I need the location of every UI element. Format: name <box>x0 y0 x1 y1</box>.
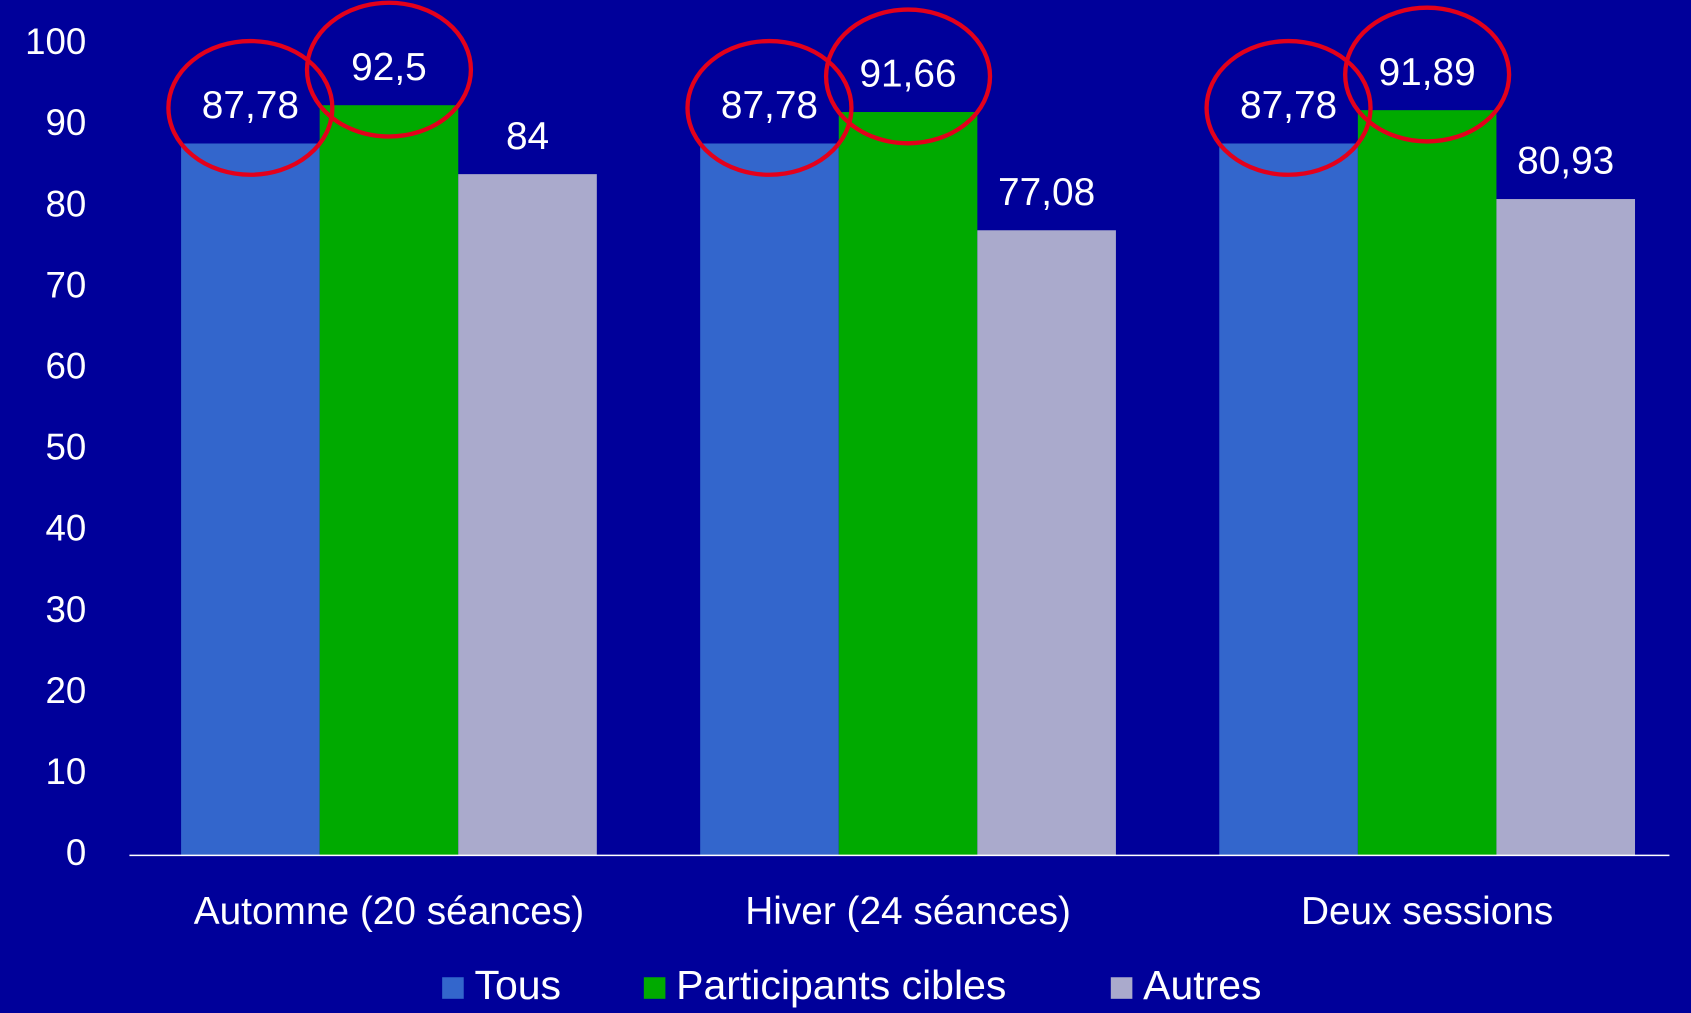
y-tick-label: 40 <box>45 508 86 549</box>
legend-swatch <box>1110 977 1133 999</box>
data-label: 87,78 <box>202 84 299 127</box>
y-tick-label: 60 <box>45 345 86 386</box>
highlight-circle <box>166 38 335 177</box>
highlight-circle <box>1204 38 1373 177</box>
y-tick-label: 100 <box>25 21 86 62</box>
legend-label: Autres <box>1143 962 1261 1008</box>
x-tick-label: Hiver (24 séances) <box>745 890 1071 933</box>
data-label: 91,89 <box>1379 51 1476 94</box>
legend-swatch <box>442 977 464 999</box>
bar <box>458 174 597 856</box>
bar <box>700 143 839 856</box>
legend-label: Tous <box>475 962 562 1008</box>
bar <box>1357 110 1497 856</box>
highlight-circle <box>1343 5 1512 144</box>
highlight-circle <box>685 38 854 177</box>
data-label: 77,08 <box>998 171 1095 214</box>
y-tick-label: 80 <box>45 183 86 224</box>
bar <box>181 143 320 856</box>
bar <box>977 230 1116 856</box>
y-tick-label: 50 <box>45 427 86 468</box>
data-label: 80,93 <box>1517 140 1614 183</box>
data-label: 91,66 <box>859 53 956 96</box>
data-label: 92,5 <box>351 46 427 89</box>
legend-label: Participants cibles <box>676 962 1006 1008</box>
y-tick-label: 10 <box>45 751 86 792</box>
y-tick-label: 70 <box>45 264 86 305</box>
y-tick-label: 20 <box>45 670 86 711</box>
highlight-circle <box>823 7 993 146</box>
x-tick-label: Automne (20 séances) <box>194 890 585 933</box>
bar <box>1496 199 1636 856</box>
data-label: 87,78 <box>721 84 818 127</box>
y-tick-label: 0 <box>66 832 86 873</box>
x-tick-label: Deux sessions <box>1301 890 1553 933</box>
bar <box>1219 143 1358 856</box>
highlight-circle <box>304 0 474 139</box>
y-tick-label: 90 <box>45 102 86 143</box>
bar <box>838 112 978 856</box>
legend-swatch <box>643 977 666 999</box>
y-tick-label: 30 <box>45 589 86 630</box>
bar <box>319 105 459 856</box>
data-label: 84 <box>506 115 549 158</box>
data-label: 87,78 <box>1240 84 1337 127</box>
